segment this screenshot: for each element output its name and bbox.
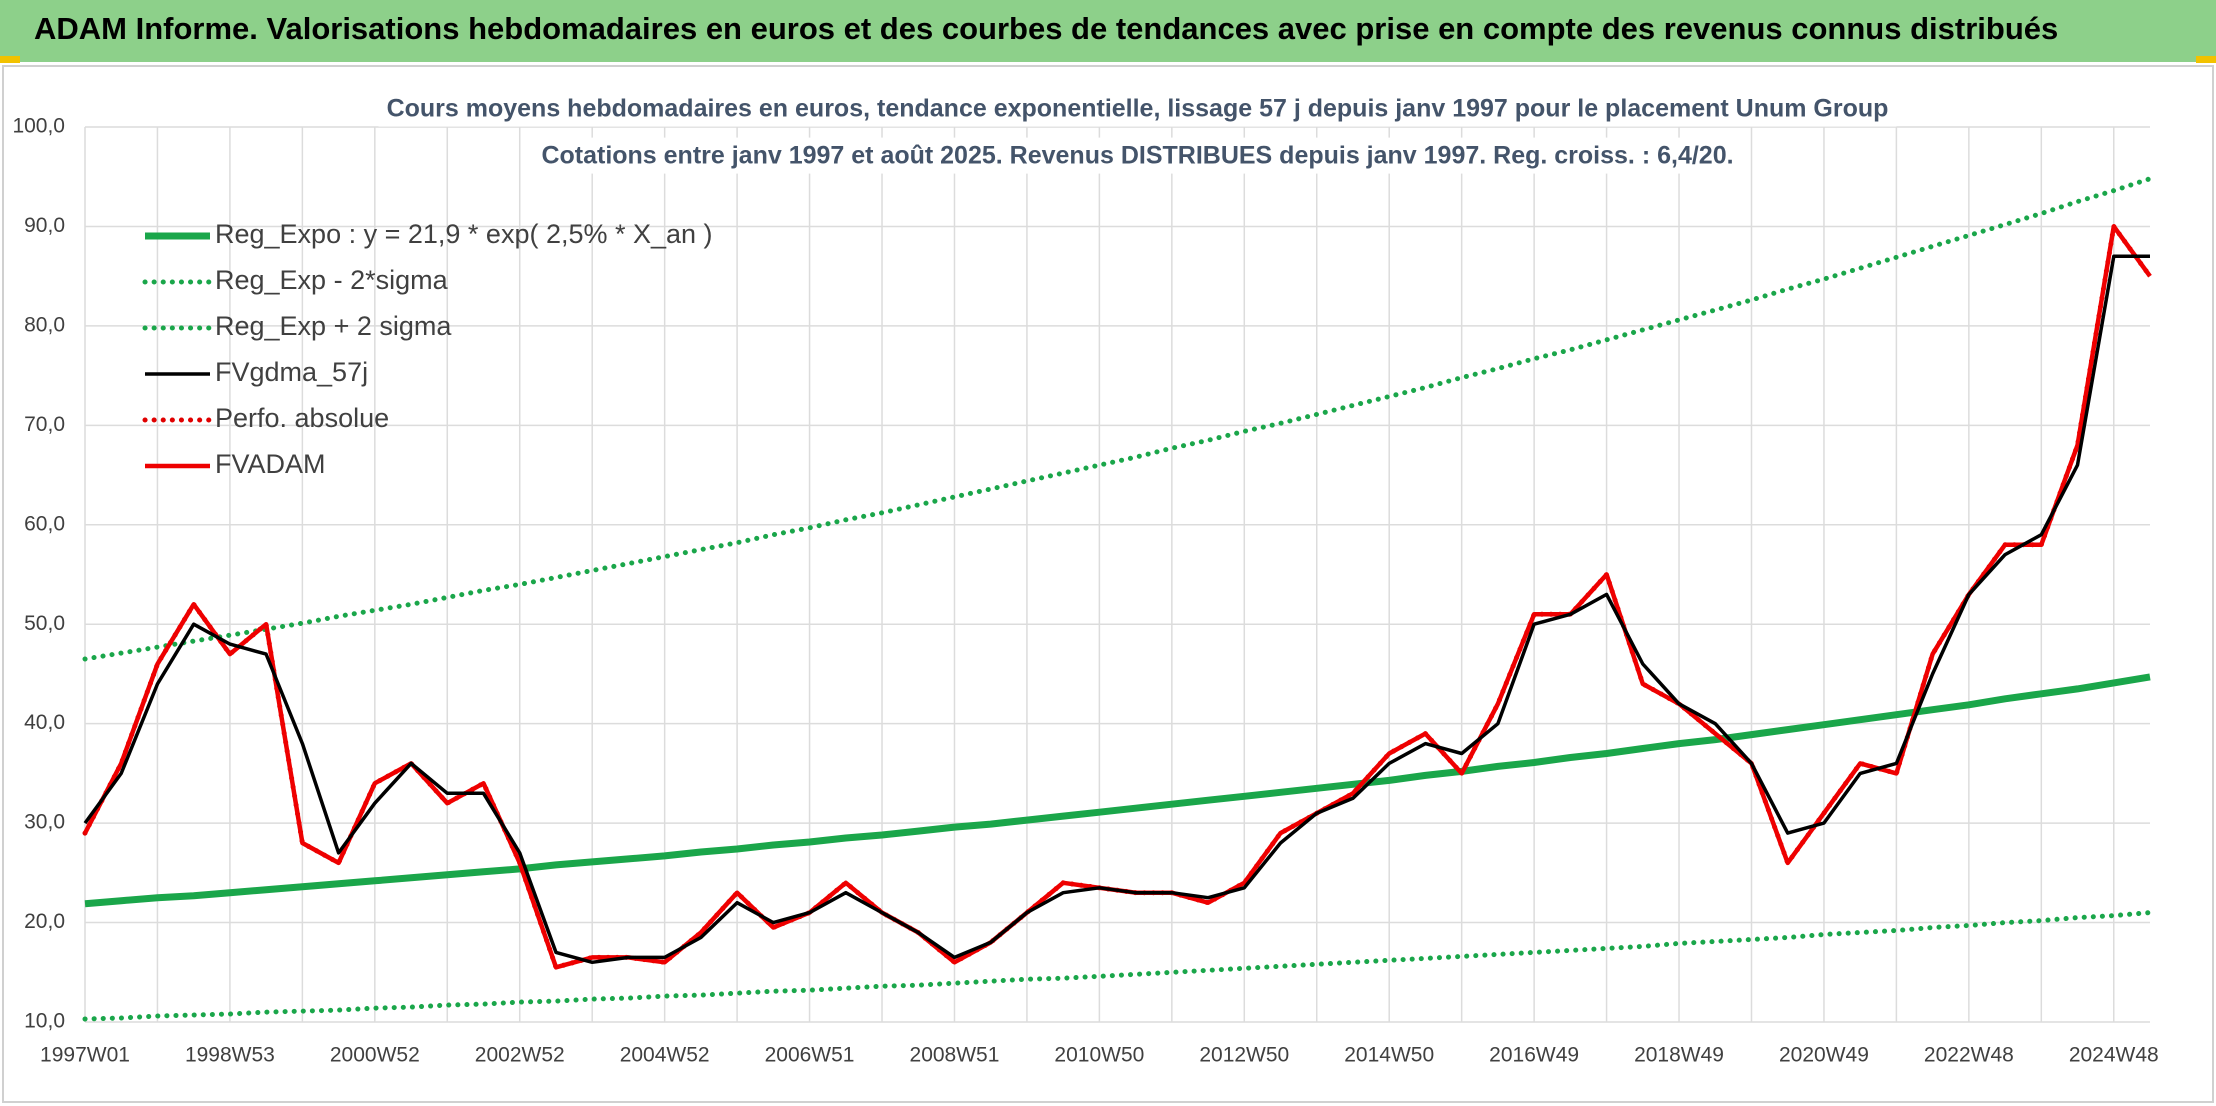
- y-tick-label: 50,0: [24, 612, 65, 635]
- x-tick-label: 2002W52: [475, 1044, 565, 1067]
- x-tick-label: 2014W50: [1344, 1044, 1434, 1067]
- x-tick-label: 2006W51: [765, 1044, 855, 1067]
- x-tick-label: 1998W53: [185, 1044, 275, 1067]
- chart-title: Cours moyens hebdomadaires en euros, ten…: [387, 95, 1889, 123]
- y-tick-label: 100,0: [12, 115, 65, 138]
- y-tick-label: 10,0: [24, 1010, 65, 1033]
- title-backing: [533, 137, 1742, 174]
- series-line: [83, 254, 2150, 965]
- y-tick-label: 40,0: [24, 711, 65, 734]
- chart-subtitle: Cotations entre janv 1997 et août 2025. …: [541, 142, 1733, 170]
- header-bar: [0, 0, 2216, 62]
- x-tick-label: 2024W48: [2069, 1044, 2159, 1067]
- x-tick-label: 2018W49: [1634, 1044, 1724, 1067]
- x-tick-label: 2016W49: [1489, 1044, 1579, 1067]
- y-tick-label: 30,0: [24, 811, 65, 834]
- x-tick-label: 2000W52: [330, 1044, 420, 1067]
- x-tick-label: 2010W50: [1054, 1044, 1144, 1067]
- x-tick-label: 2008W51: [910, 1044, 1000, 1067]
- x-tick-label: 2012W50: [1199, 1044, 1289, 1067]
- y-tick-label: 70,0: [24, 413, 65, 436]
- y-tick-label: 90,0: [24, 214, 65, 237]
- x-tick-label: 2022W48: [1924, 1044, 2014, 1067]
- series-line: [82, 910, 2153, 1022]
- x-tick-label: 2020W49: [1779, 1044, 1869, 1067]
- frame: [2, 65, 2214, 1103]
- legend-label: Reg_Expo : y = 21,9 * exp( 2,5% * X_an ): [215, 219, 713, 249]
- series-line: [84, 673, 2151, 908]
- corner: [2196, 56, 2216, 63]
- y-tick-label: 60,0: [24, 512, 65, 535]
- x-tick-label: 2004W52: [620, 1044, 710, 1067]
- legend-label: FVADAM: [215, 449, 326, 479]
- y-tick-label: 20,0: [24, 910, 65, 933]
- y-tick-label: 80,0: [24, 313, 65, 336]
- legend-label: FVgdma_57j: [215, 357, 368, 387]
- legend-label: Reg_Exp - 2*sigma: [215, 265, 449, 295]
- corner: [0, 56, 20, 63]
- title-backing: [378, 90, 1897, 127]
- legend-label: Perfo. absolue: [215, 403, 389, 433]
- x-tick-label: 1997W01: [40, 1044, 130, 1067]
- legend-label: Reg_Exp + 2 sigma: [215, 311, 452, 341]
- header-title: ADAM Informe. Valorisations hebdomadaire…: [34, 11, 2058, 46]
